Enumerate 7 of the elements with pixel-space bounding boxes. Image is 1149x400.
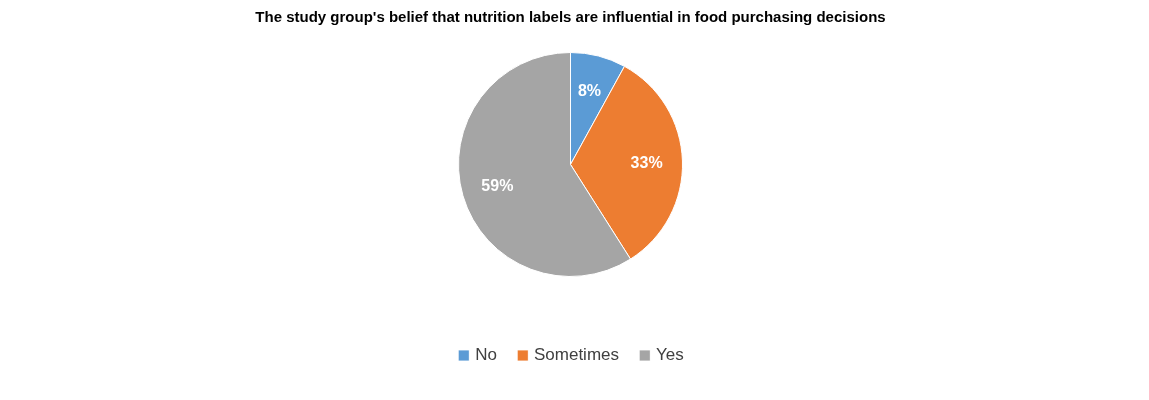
data-label: 8%: [577, 82, 601, 100]
data-label: 59%: [481, 177, 514, 195]
chart-title: The study group's belief that nutrition labels are influential in food purchasing decisions: [255, 7, 886, 25]
legend-label: Sometimes: [533, 345, 620, 365]
legend-label: No: [475, 345, 497, 365]
data-label: 33%: [630, 153, 663, 171]
legend-label: Yes: [656, 345, 684, 365]
